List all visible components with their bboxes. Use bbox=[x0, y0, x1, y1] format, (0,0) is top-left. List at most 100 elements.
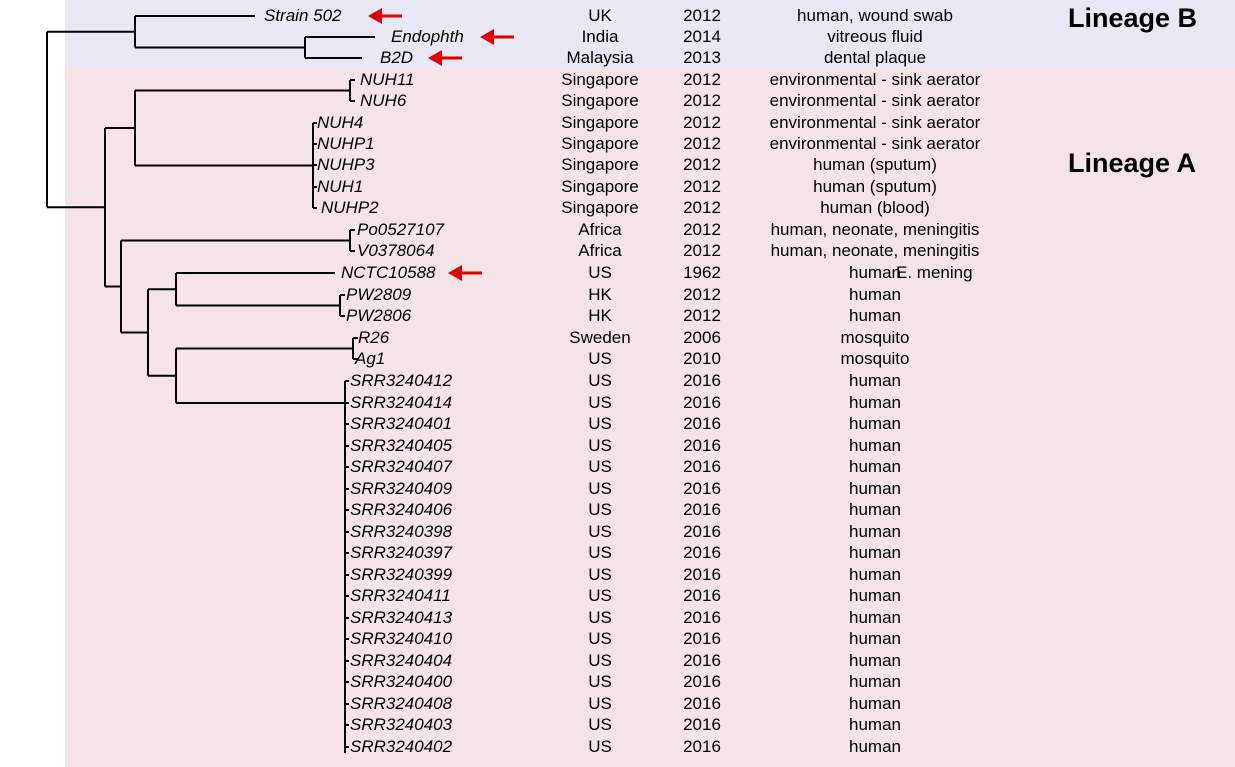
strain-name: SRR3240400 bbox=[350, 672, 453, 691]
strain-country: US bbox=[588, 263, 612, 282]
strain-country: Africa bbox=[578, 220, 622, 239]
strain-source: human bbox=[849, 715, 901, 734]
strain-source: human bbox=[849, 543, 901, 562]
strain-source: vitreous fluid bbox=[827, 27, 923, 46]
lineage-a-label: Lineage A bbox=[1068, 148, 1197, 178]
red-arrow-icon bbox=[428, 50, 462, 66]
strain-name: Endophth bbox=[391, 27, 464, 46]
strain-country: US bbox=[588, 608, 612, 627]
strain-name: SRR3240414 bbox=[350, 393, 453, 412]
strain-name: SRR3240412 bbox=[350, 371, 453, 390]
strain-name: PW2806 bbox=[346, 306, 412, 325]
strain-year: 2016 bbox=[683, 651, 721, 670]
strain-year: 2016 bbox=[683, 522, 721, 541]
red-arrow-icon bbox=[368, 8, 402, 24]
strain-country: Singapore bbox=[561, 113, 639, 132]
lineage-b-background bbox=[65, 0, 1235, 68]
strain-source: environmental - sink aerator bbox=[769, 134, 981, 153]
strain-name: Strain 502 bbox=[264, 6, 342, 25]
strain-source: human bbox=[849, 608, 901, 627]
strain-country: UK bbox=[588, 6, 612, 25]
strain-name: SRR3240397 bbox=[350, 543, 453, 562]
strain-source: human bbox=[849, 306, 901, 325]
strain-year: 2012 bbox=[683, 70, 721, 89]
strain-year: 2016 bbox=[683, 393, 721, 412]
strain-name: Ag1 bbox=[355, 349, 386, 368]
strain-source: dental plaque bbox=[823, 48, 927, 67]
strain-country: Singapore bbox=[561, 177, 639, 196]
strain-source: human bbox=[849, 737, 901, 756]
strain-source: human bbox=[849, 500, 901, 519]
strain-year: 2012 bbox=[683, 91, 721, 110]
red-arrow-icon bbox=[480, 29, 514, 45]
strain-name: SRR3240404 bbox=[350, 651, 453, 670]
strain-source: human bbox=[849, 479, 901, 498]
strain-year: 2016 bbox=[683, 586, 721, 605]
strain-year: 2016 bbox=[683, 500, 721, 519]
strain-country: US bbox=[588, 651, 612, 670]
strain-source: environmental - sink aerator bbox=[769, 91, 981, 110]
strain-source: human, wound swab bbox=[797, 6, 953, 25]
strain-name: V0378064 bbox=[357, 241, 435, 260]
strain-source: human bbox=[849, 522, 901, 541]
strain-name: NUHP2 bbox=[321, 198, 379, 217]
strain-year: 2016 bbox=[683, 608, 721, 627]
strain-country: US bbox=[588, 715, 612, 734]
strain-year: 2014 bbox=[683, 27, 721, 46]
strain-source: human bbox=[849, 285, 901, 304]
strain-source: human bbox=[849, 414, 901, 433]
strain-name: NUH1 bbox=[317, 177, 364, 196]
strain-country: US bbox=[588, 543, 612, 562]
strain-name: SRR3240399 bbox=[350, 565, 453, 584]
strain-country: Malaysia bbox=[566, 48, 634, 67]
strain-year: 2012 bbox=[683, 241, 721, 260]
strain-year: 2012 bbox=[683, 198, 721, 217]
strain-name: SRR3240410 bbox=[350, 629, 453, 648]
strain-source: human bbox=[849, 263, 901, 282]
strain-source: human, neonate, meningitis bbox=[770, 241, 980, 260]
strain-country: US bbox=[588, 586, 612, 605]
strain-source: human bbox=[849, 457, 901, 476]
strain-source: human bbox=[849, 371, 901, 390]
strain-name: SRR3240408 bbox=[350, 694, 453, 713]
strain-name: PW2809 bbox=[346, 285, 412, 304]
strain-country: US bbox=[588, 500, 612, 519]
strain-country: US bbox=[588, 629, 612, 648]
strain-year: 2016 bbox=[683, 371, 721, 390]
lineage-b-label: Lineage B bbox=[1068, 3, 1198, 33]
strain-year: 2016 bbox=[683, 715, 721, 734]
strain-name: NUHP3 bbox=[317, 155, 375, 174]
strain-country: US bbox=[588, 349, 612, 368]
strain-source: human bbox=[849, 651, 901, 670]
strain-source: human bbox=[849, 629, 901, 648]
strain-source: environmental - sink aerator bbox=[769, 113, 981, 132]
strain-country: Singapore bbox=[561, 155, 639, 174]
strain-country: US bbox=[588, 565, 612, 584]
strain-year: 2016 bbox=[683, 414, 721, 433]
strain-source: mosquito bbox=[840, 349, 910, 368]
strain-name: NUHP1 bbox=[317, 134, 375, 153]
strain-name: R26 bbox=[358, 328, 390, 347]
strain-country: US bbox=[588, 436, 612, 455]
strain-year: 2016 bbox=[683, 629, 721, 648]
strain-name: NUH6 bbox=[360, 91, 407, 110]
strain-name: NUH11 bbox=[360, 70, 415, 89]
strain-source: mosquito bbox=[840, 328, 910, 347]
strain-name: SRR3240413 bbox=[350, 608, 453, 627]
lineage-a-background bbox=[65, 68, 1235, 767]
strain-country: Singapore bbox=[561, 134, 639, 153]
strain-source: environmental - sink aerator bbox=[769, 70, 981, 89]
strain-name: SRR3240411 bbox=[350, 586, 451, 605]
strain-country: US bbox=[588, 457, 612, 476]
strain-source: human bbox=[849, 565, 901, 584]
strain-year: 2012 bbox=[683, 220, 721, 239]
strain-source: human (sputum) bbox=[813, 155, 937, 174]
strain-year: 2016 bbox=[683, 694, 721, 713]
strain-name: SRR3240409 bbox=[350, 479, 453, 498]
strain-source: human (blood) bbox=[820, 198, 930, 217]
strain-source: human bbox=[849, 586, 901, 605]
strain-source: human, neonate, meningitis bbox=[770, 220, 980, 239]
red-arrow-icon bbox=[448, 265, 482, 281]
strain-country: US bbox=[588, 694, 612, 713]
